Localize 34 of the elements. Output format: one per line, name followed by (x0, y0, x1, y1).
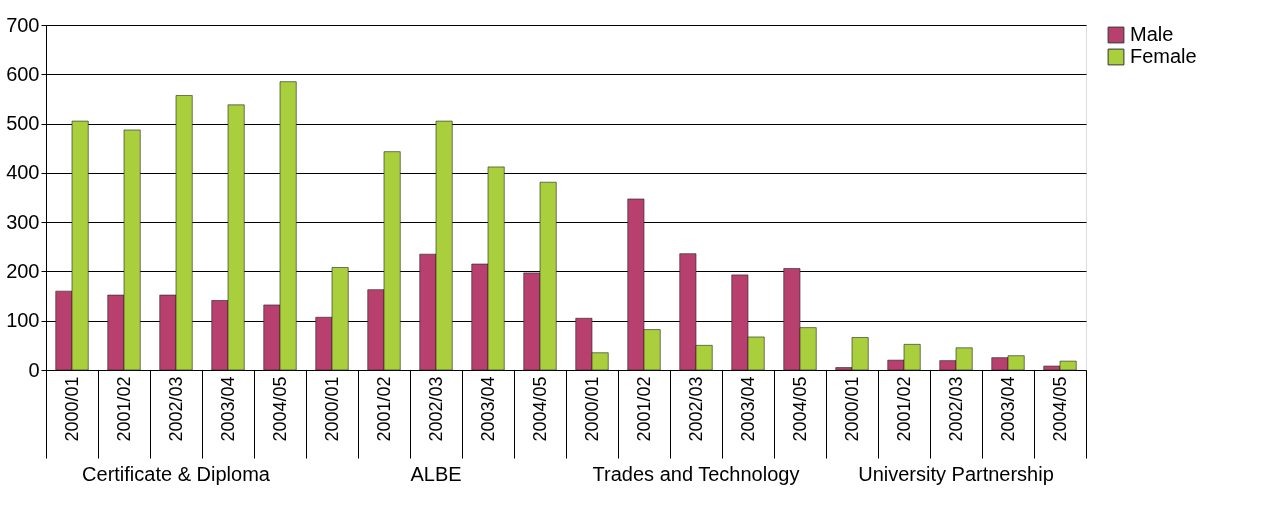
x-tick-label: 2001/02 (633, 376, 654, 442)
x-tick-label: 2001/02 (893, 376, 914, 442)
x-tick-label: 2000/01 (841, 376, 862, 442)
legend-label: Male (1130, 23, 1174, 45)
y-tick-label: 200 (6, 259, 40, 282)
x-tick-label: 2000/01 (61, 376, 82, 442)
x-tick-label: 2004/05 (269, 376, 290, 442)
x-tick-label: 2000/01 (321, 376, 342, 442)
y-tick-label: 300 (6, 210, 40, 233)
y-tick-label: 400 (6, 161, 40, 184)
y-tick-label: 600 (6, 62, 40, 85)
x-tick-label: 2003/04 (737, 376, 758, 442)
x-tick-label: 2003/04 (217, 376, 238, 442)
x-tick-label: 2004/05 (1049, 376, 1070, 442)
x-tick-label: 2000/01 (581, 376, 602, 442)
x-tick-label: 2001/02 (373, 376, 394, 442)
x-tick-label: 2002/03 (945, 376, 966, 442)
text: Certificate & Diploma (82, 463, 271, 485)
x-tick-label: 2004/05 (789, 376, 810, 442)
x-tick-label: 2002/03 (165, 376, 186, 442)
text: Trades and Technology (592, 463, 800, 485)
x-tick-label: 2004/05 (529, 376, 550, 442)
legend-label: Female (1130, 45, 1197, 67)
text: ALBE (410, 463, 462, 485)
x-tick-label: 2003/04 (997, 376, 1018, 442)
y-tick-label: 100 (6, 309, 40, 332)
y-tick-label: 0 (28, 358, 40, 381)
x-tick-label: 2003/04 (477, 376, 498, 442)
x-tick-label: 2002/03 (685, 376, 706, 442)
y-tick-label: 500 (6, 112, 40, 135)
y-tick-label: 700 (6, 13, 40, 36)
x-tick-label: 2002/03 (425, 376, 446, 442)
x-tick-label: 2001/02 (113, 376, 134, 442)
text: University Partnership (858, 463, 1054, 485)
